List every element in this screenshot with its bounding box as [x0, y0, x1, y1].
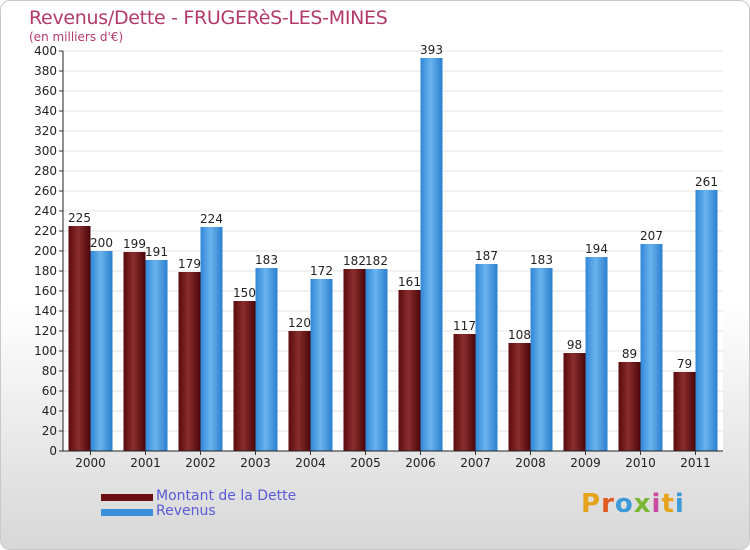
- data-label: 207: [640, 229, 663, 243]
- y-tick-label: 340: [34, 104, 57, 118]
- x-tick-label: 2005: [350, 456, 381, 470]
- revenus-bar: [90, 251, 113, 451]
- data-label: 179: [178, 257, 201, 271]
- data-label: 89: [622, 347, 637, 361]
- dette-bar: [673, 372, 696, 451]
- x-tick-label: 2007: [460, 456, 491, 470]
- y-tick-label: 400: [34, 44, 57, 58]
- y-tick-label: 120: [34, 324, 57, 338]
- dette-bar: [453, 334, 476, 451]
- legend-swatch-dette: [101, 494, 153, 501]
- revenus-bar: [145, 260, 168, 451]
- logo-letter: t: [661, 489, 675, 519]
- dette-bar: [563, 353, 586, 451]
- x-tick-label: 2004: [295, 456, 326, 470]
- y-tick-label: 380: [34, 64, 57, 78]
- data-label: 191: [145, 245, 168, 259]
- data-label: 224: [200, 212, 223, 226]
- data-label: 187: [475, 249, 498, 263]
- data-label: 120: [288, 316, 311, 330]
- revenus-bar: [640, 244, 663, 451]
- x-tick-label: 2010: [625, 456, 656, 470]
- proxiti-logo: Proxiti: [581, 489, 685, 519]
- data-label: 225: [68, 211, 91, 225]
- data-label: 98: [567, 338, 582, 352]
- dette-bar: [123, 252, 146, 451]
- dette-bar: [343, 269, 366, 451]
- y-tick-label: 240: [34, 204, 57, 218]
- y-tick-label: 280: [34, 164, 57, 178]
- y-tick-label: 360: [34, 84, 57, 98]
- revenus-bar: [530, 268, 553, 451]
- y-tick-label: 200: [34, 244, 57, 258]
- data-label: 182: [365, 254, 388, 268]
- legend-swatch-revenus: [101, 509, 153, 516]
- data-label: 200: [90, 236, 113, 250]
- data-label: 183: [530, 253, 553, 267]
- y-tick-label: 220: [34, 224, 57, 238]
- data-label: 150: [233, 286, 256, 300]
- x-tick-label: 2006: [405, 456, 436, 470]
- logo-letter: i: [651, 489, 662, 519]
- y-tick-label: 260: [34, 184, 57, 198]
- x-tick-label: 2011: [680, 456, 711, 470]
- revenus-bar: [255, 268, 278, 451]
- data-label: 199: [123, 237, 146, 251]
- data-label: 183: [255, 253, 278, 267]
- revenus-bar: [200, 227, 223, 451]
- dette-bar: [508, 343, 531, 451]
- y-tick-label: 140: [34, 304, 57, 318]
- revenus-bar: [475, 264, 498, 451]
- revenus-bar: [310, 279, 333, 451]
- y-tick-label: 100: [34, 344, 57, 358]
- data-label: 182: [343, 254, 366, 268]
- x-tick-label: 2000: [75, 456, 106, 470]
- dette-bar: [618, 362, 641, 451]
- data-label: 172: [310, 264, 333, 278]
- data-label: 108: [508, 328, 531, 342]
- y-tick-label: 180: [34, 264, 57, 278]
- data-label: 79: [677, 357, 692, 371]
- data-label: 194: [585, 242, 608, 256]
- chart-title: Revenus/Dette - FRUGERèS-LES-MINES: [29, 7, 388, 29]
- y-tick-label: 300: [34, 144, 57, 158]
- legend-label-dette: Montant de la Dette: [156, 488, 297, 504]
- y-tick-label: 20: [42, 424, 57, 438]
- dette-bar: [68, 226, 91, 451]
- legend-label-revenus: Revenus: [156, 503, 216, 519]
- logo-letter: o: [614, 489, 634, 519]
- dette-bar: [233, 301, 256, 451]
- x-tick-label: 2001: [130, 456, 161, 470]
- logo-letter: P: [581, 489, 602, 519]
- y-tick-label: 60: [42, 384, 57, 398]
- data-label: 161: [398, 275, 421, 289]
- dette-bar: [178, 272, 201, 451]
- revenus-bar: [695, 190, 718, 451]
- data-label: 393: [420, 43, 443, 57]
- revenus-bar: [365, 269, 388, 451]
- x-tick-label: 2008: [515, 456, 546, 470]
- y-tick-label: 320: [34, 124, 57, 138]
- revenus-bar: [420, 58, 443, 451]
- x-tick-label: 2002: [185, 456, 216, 470]
- y-tick-label: 160: [34, 284, 57, 298]
- dette-bar: [288, 331, 311, 451]
- x-tick-label: 2009: [570, 456, 601, 470]
- chart-unit-label: (en milliers d'€): [29, 30, 124, 44]
- dette-bar: [398, 290, 421, 451]
- logo-letter: r: [601, 489, 615, 519]
- data-label: 261: [695, 175, 718, 189]
- x-tick-label: 2003: [240, 456, 271, 470]
- logo-letter: i: [674, 489, 685, 519]
- logo-letter: x: [633, 489, 652, 519]
- revenus-bar: [585, 257, 608, 451]
- data-label: 117: [453, 319, 476, 333]
- y-tick-label: 40: [42, 404, 57, 418]
- y-tick-label: 0: [49, 444, 57, 458]
- y-tick-label: 80: [42, 364, 57, 378]
